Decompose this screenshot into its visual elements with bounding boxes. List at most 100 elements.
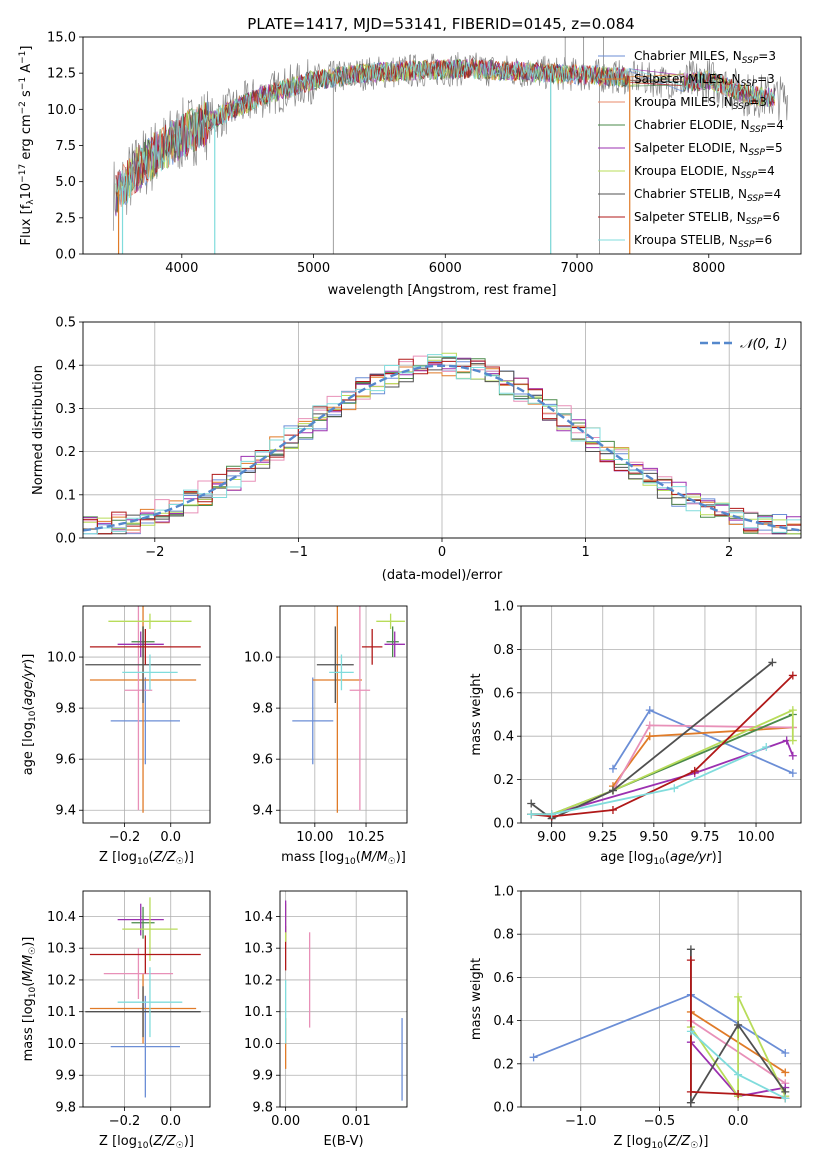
y-tick-label: 10.2 xyxy=(47,973,76,988)
y-tick-label: 10.4 xyxy=(47,910,76,925)
x-tick-label: −0.5 xyxy=(644,1114,676,1129)
legend-label: Salpeter STELIB, NSSP=6 xyxy=(634,210,780,227)
y-tick-label: 9.9 xyxy=(252,1069,273,1084)
label-part: =3 xyxy=(757,72,775,86)
weight-marker xyxy=(608,764,617,773)
label-part: age [log xyxy=(600,850,653,865)
label-part: age/yr xyxy=(21,662,36,705)
plot-area xyxy=(83,352,801,535)
panel-mass_vs_Z: −0.2 0.09.89.910.010.110.210.310.4Z [log1… xyxy=(21,890,211,1151)
label-part: −1 xyxy=(18,51,28,64)
y-tick-label: 9.8 xyxy=(252,702,273,717)
weight-marker xyxy=(547,810,556,819)
x-axis-label: wavelength [Angstrom, rest frame] xyxy=(328,283,557,298)
weight-marker xyxy=(788,769,797,778)
axes-frame xyxy=(279,605,408,824)
weight-marker xyxy=(788,751,797,760)
y-axis-label: Flux [fλ10−17 erg cm−2 s−1 A−1] xyxy=(18,46,36,246)
label-part: M/M xyxy=(361,850,388,865)
label-part: A xyxy=(19,64,34,77)
label-part: SSP xyxy=(741,171,758,181)
label-part: Flux [f xyxy=(19,204,34,245)
label-part: ( xyxy=(21,706,36,711)
y-tick-label: 5.0 xyxy=(55,175,76,190)
x-tick-label: 0.0 xyxy=(728,1114,749,1129)
label-part: SSP xyxy=(746,217,763,227)
y-tick-label: 0.8 xyxy=(493,928,514,943)
label-part: 10 xyxy=(137,857,149,867)
x-tick-label: 0.0 xyxy=(160,1114,181,1129)
y-axis-label: mass weight xyxy=(469,673,484,755)
x-tick-label: 5000 xyxy=(297,261,330,276)
label-part: Chabrier STELIB, N xyxy=(634,187,747,201)
y-tick-label: 10.1 xyxy=(47,1005,76,1020)
x-tick-label: −1.0 xyxy=(565,1114,597,1129)
grid-lines xyxy=(280,891,407,1108)
weight-marker xyxy=(781,1094,790,1103)
y-tick-label: 0.6 xyxy=(493,971,514,986)
label-part: −2 xyxy=(18,101,28,114)
y-tick-label: 0.1 xyxy=(55,488,76,503)
weight-line xyxy=(531,746,767,816)
y-tick-label: 0.8 xyxy=(493,643,514,658)
y-tick-label: 12.5 xyxy=(47,67,76,82)
axes-frame xyxy=(520,890,802,1108)
legend: 𝒩(0, 1) xyxy=(700,337,787,352)
grid-lines xyxy=(280,606,407,823)
y-tick-label: 10.0 xyxy=(47,1037,76,1052)
label-part: )] xyxy=(21,937,36,947)
plot-area xyxy=(284,900,403,1101)
axes-frame xyxy=(82,321,802,539)
label-part: )] xyxy=(712,850,722,865)
y-tick-label: 0.0 xyxy=(493,1101,514,1116)
label-part: SSP xyxy=(748,148,765,158)
legend-label: Salpeter ELODIE, NSSP=5 xyxy=(634,141,783,158)
panel-age_vs_Z: −0.2 0.09.49.69.810.0Z [log10(Z/Z☉)]age [… xyxy=(21,605,211,867)
y-tick-label: 9.6 xyxy=(252,753,273,768)
x-tick-label: 9.50 xyxy=(639,830,668,845)
weight-marker xyxy=(734,992,743,1001)
weight-marker xyxy=(686,945,695,954)
label-part: Chabrier ELODIE, N xyxy=(634,118,750,132)
label-part: ( xyxy=(148,1134,153,1149)
y-tick-label: 0.0 xyxy=(55,248,76,263)
label-part: −1 xyxy=(18,77,28,90)
label-part: Z [log xyxy=(99,850,137,865)
y-tick-label: 10.4 xyxy=(244,910,273,925)
weight-marker xyxy=(645,732,654,741)
label-part: SSP xyxy=(747,194,764,204)
label-part: Z [log xyxy=(99,1134,137,1149)
label-part: SSP xyxy=(741,79,758,89)
weight-marker xyxy=(686,1087,695,1096)
weight-marker xyxy=(686,956,695,965)
label-part: =3 xyxy=(749,95,767,109)
legend-label: Chabrier STELIB, NSSP=4 xyxy=(634,187,781,204)
label-part: Kroupa MILES, N xyxy=(634,95,733,109)
label-part: mass weight xyxy=(469,958,484,1040)
label-part: −17 xyxy=(18,164,28,183)
weight-marker xyxy=(788,736,797,745)
x-tick-label: 8000 xyxy=(692,261,725,276)
label-part: M/M xyxy=(21,955,36,982)
label-part: =4 xyxy=(764,187,782,201)
y-tick-label: 0.4 xyxy=(493,1014,514,1029)
x-tick-label: 6000 xyxy=(429,261,462,276)
x-axis-label: E(B-V) xyxy=(323,1134,363,1149)
panel-weight_vs_Z: −1.0 −0.5 0.0 0.0 0.2 0.4 0.6 0.8 1.0 Z [log10(Z/… xyxy=(469,885,802,1151)
weight-marker xyxy=(529,1053,538,1062)
label-part: ☉ xyxy=(690,1141,698,1151)
y-tick-label: 0.0 xyxy=(493,817,514,832)
label-part: SSP xyxy=(738,240,755,250)
y-tick-label: 7.5 xyxy=(55,139,76,154)
label-part: Kroupa ELODIE, N xyxy=(634,164,741,178)
x-tick-label: −0.2 xyxy=(109,1114,141,1129)
label-part: )] xyxy=(21,654,36,664)
y-tick-label: 10.2 xyxy=(244,973,273,988)
x-tick-label: 9.25 xyxy=(588,830,617,845)
y-tick-label: 0.2 xyxy=(493,773,514,788)
panel-spectrum: 4000 5000 6000 7000 8000 0.0 2.5 5.0 7.5 10.0 12.5… xyxy=(18,31,802,298)
label-part: )] xyxy=(184,850,194,865)
x-axis-label: (data-model)/error xyxy=(382,568,503,583)
label-part: mass [log xyxy=(21,998,36,1061)
